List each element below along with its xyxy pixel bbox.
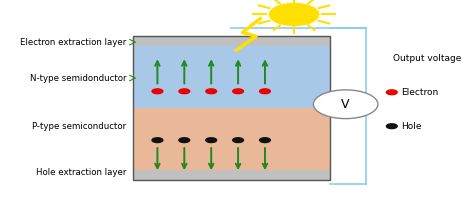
Circle shape (206, 138, 217, 143)
Circle shape (260, 89, 270, 94)
Text: V: V (341, 98, 350, 111)
Circle shape (386, 124, 397, 129)
Bar (133, 36, 330, 180)
Text: Hole extraction layer: Hole extraction layer (36, 168, 126, 177)
Circle shape (206, 89, 217, 94)
Bar (133, 108, 330, 170)
Circle shape (313, 90, 378, 119)
Circle shape (233, 138, 244, 143)
Circle shape (152, 89, 163, 94)
Circle shape (179, 89, 190, 94)
Circle shape (386, 90, 397, 95)
Circle shape (152, 138, 163, 143)
Text: P-type semiconductor: P-type semiconductor (32, 122, 126, 131)
Circle shape (233, 89, 244, 94)
Text: Electron extraction layer: Electron extraction layer (20, 38, 126, 47)
Bar (133, 47, 330, 108)
Text: Hole: Hole (401, 122, 421, 131)
Text: Output voltage: Output voltage (392, 54, 461, 63)
Circle shape (260, 138, 270, 143)
Circle shape (179, 138, 190, 143)
Text: Electron: Electron (401, 88, 438, 97)
Text: N-type semidonductor: N-type semidonductor (29, 74, 126, 83)
Bar (133, 170, 330, 180)
Circle shape (269, 3, 319, 26)
Bar (133, 36, 330, 47)
